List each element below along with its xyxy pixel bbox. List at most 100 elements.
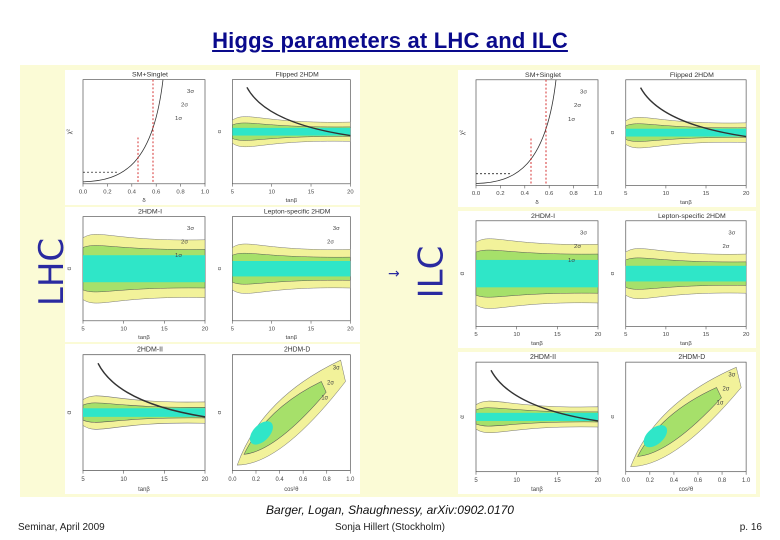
plot-frame (82, 79, 206, 185)
x-tick-label: 15 (308, 189, 314, 195)
x-tick-label: 10 (120, 327, 127, 333)
upper-branch (639, 87, 747, 138)
contour-label: 1σ (175, 253, 182, 259)
x-tick-label: 0.4 (670, 478, 679, 484)
x-tick-label: 0.8 (569, 191, 578, 197)
x-tick-label: 0.0 (622, 478, 631, 484)
y-axis-label: α (216, 410, 223, 414)
x-tick-label: 0.4 (128, 190, 137, 196)
ilc-plot-2hdm-i: 2HDM-I 5 10 15 20 tanβ α 3σ 2σ 1σ (458, 211, 608, 348)
lhc-plot-2hdm-d: 2HDM-D 0.0 0.2 0.4 0.6 0.8 1.0 cos²θ α 3σ 2σ 1σ (215, 344, 360, 494)
x-tick-label: 1.0 (201, 190, 210, 196)
plot-title: SM+Singlet (132, 72, 168, 79)
x-tick-label: 0.6 (545, 191, 554, 197)
x-tick-label: 5 (231, 326, 234, 332)
x-tick-label: 1.0 (742, 478, 751, 484)
x-tick-label: 0.2 (252, 476, 261, 483)
x-tick-label: 0.0 (79, 190, 88, 196)
slide-title: Higgs parameters at LHC and ILC (212, 28, 568, 53)
y-axis-label: α (460, 415, 466, 419)
contour-label: 2σ (327, 379, 334, 386)
contour-label: 1σ (717, 401, 724, 407)
contour-label: 1σ (568, 117, 575, 123)
x-tick-label: 15 (161, 327, 168, 333)
contour-label: 2σ (574, 244, 581, 250)
contour-label: 1σ (175, 116, 182, 122)
contour-label: 2σ (181, 240, 188, 246)
x-tick-label: 0.4 (276, 476, 285, 483)
contour-label: 2σ (181, 103, 188, 109)
lhc-plot-sm-singlet: SM+Singlet 0.0 0.2 0.4 0.6 0.8 1.0 δ χ² 3σ 2σ 1σ (65, 70, 215, 205)
x-axis-label: δ (142, 198, 146, 204)
x-tick-label: 5 (474, 332, 478, 338)
y-axis-label: α (610, 415, 616, 419)
x-tick-label: 0.4 (521, 191, 530, 197)
band-1sigma (625, 128, 747, 137)
x-tick-label: 0.2 (103, 190, 111, 196)
plot-title: 2HDM-D (284, 345, 310, 353)
contour-label: 3σ (728, 372, 735, 378)
x-tick-label: 20 (743, 332, 750, 338)
x-tick-label: 5 (624, 332, 628, 338)
x-tick-label: 15 (703, 191, 710, 197)
x-tick-label: 15 (554, 478, 561, 484)
x-tick-label: 20 (347, 189, 353, 195)
x-tick-label: 1.0 (594, 191, 603, 197)
contour-label: 3σ (333, 226, 340, 232)
plot-title: 2HDM-II (530, 354, 556, 361)
x-tick-label: 0.0 (472, 191, 481, 197)
band-1sigma (625, 265, 747, 282)
x-axis-label: tanβ (680, 200, 692, 206)
contour-label: 2σ (722, 244, 729, 250)
x-tick-label: 15 (308, 326, 314, 332)
x-tick-label: 5 (81, 327, 85, 333)
band-1sigma (249, 421, 273, 445)
x-axis-label: tanβ (138, 335, 150, 341)
x-axis-label: tanβ (286, 198, 298, 204)
ilc-label: ILC (411, 245, 452, 299)
x-tick-label: 10 (663, 332, 670, 338)
band-1sigma (232, 127, 351, 136)
x-axis-label: tanβ (531, 341, 543, 347)
contour-label: 2σ (327, 240, 334, 246)
x-tick-label: 0.6 (694, 478, 703, 484)
x-axis-label: cos²θ (284, 486, 299, 493)
y-axis-label: α (217, 266, 223, 270)
plot-title: Flipped 2HDM (670, 72, 714, 79)
contour-label: 3σ (333, 364, 340, 371)
footer-right: p. 16 (739, 522, 762, 533)
y-axis-label: α (610, 130, 616, 134)
plot-title: Lepton-specific 2HDM (264, 209, 331, 216)
x-tick-label: 0.8 (323, 476, 332, 483)
y-axis-label: α (66, 410, 73, 414)
contour-label: 1σ (568, 258, 575, 264)
contour-label: 3σ (580, 90, 587, 96)
plot-title: SM+Singlet (525, 72, 561, 79)
x-tick-label: 10 (120, 476, 127, 483)
x-axis-label: cos²θ (679, 487, 694, 493)
x-tick-label: 10 (513, 478, 520, 484)
figure-caption: Barger, Logan, Shaughnessy, arXiv:0902.0… (266, 503, 514, 517)
band-1sigma (83, 408, 205, 417)
plot-title: Flipped 2HDM (276, 72, 320, 79)
x-axis-label: tanβ (286, 335, 298, 341)
x-tick-label: 20 (595, 478, 602, 484)
x-tick-label: 10 (513, 332, 520, 338)
x-tick-label: 0.8 (718, 478, 727, 484)
band-1sigma (476, 259, 598, 288)
x-tick-label: 5 (81, 476, 85, 483)
ilc-plot-2hdm-d: 2HDM-D 0.0 0.2 0.4 0.6 0.8 1.0 cos²θ α 3σ 2σ 1σ (608, 352, 756, 494)
x-tick-label: 20 (595, 332, 602, 338)
y-axis-label: χ² (460, 130, 466, 135)
upper-branch (490, 369, 599, 422)
contour-label: 2σ (722, 386, 729, 392)
plot-frame (475, 79, 599, 186)
x-tick-label: 5 (231, 189, 234, 195)
arrow-icon: → (388, 266, 400, 282)
ilc-plot-sm-singlet: SM+Singlet 0.0 0.2 0.4 0.6 0.8 1.0 δ χ² 3σ 2σ 1σ (458, 70, 608, 207)
x-tick-label: 20 (743, 191, 750, 197)
chi2-curve (475, 79, 557, 184)
lhc-plot-2hdm-i: 2HDM-I 5 10 15 20 tanβ α 3σ 2σ 1σ (65, 207, 215, 342)
x-tick-label: 5 (474, 478, 478, 484)
plot-title: 2HDM-I (138, 209, 162, 216)
